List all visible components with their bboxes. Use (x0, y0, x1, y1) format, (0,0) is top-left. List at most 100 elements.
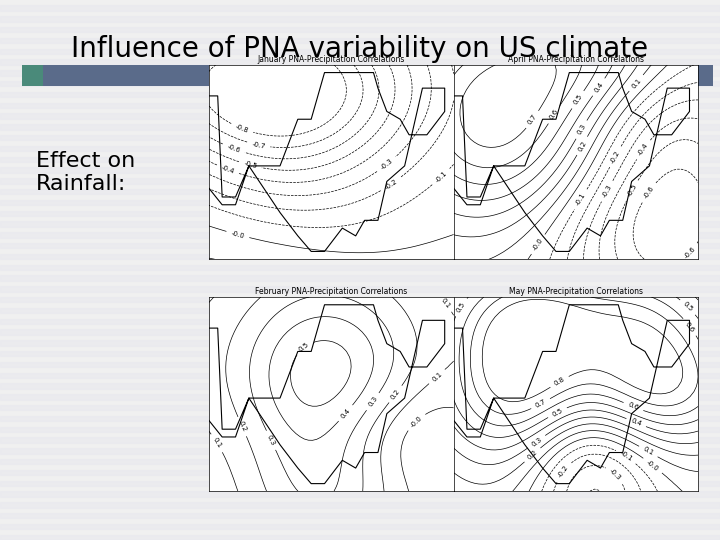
Text: -0.6: -0.6 (642, 185, 655, 200)
Text: 0.2: 0.2 (237, 420, 247, 433)
Text: 0.3: 0.3 (367, 395, 379, 408)
Title: April PNA-Precipitation Correlations: April PNA-Precipitation Correlations (508, 55, 644, 64)
Text: 0.1: 0.1 (212, 437, 222, 449)
Bar (0, 383, 720, 389)
Text: -0.0: -0.0 (409, 415, 423, 429)
Bar (0, 373, 720, 378)
Bar (0, 308, 720, 313)
Text: -0.7: -0.7 (251, 140, 266, 150)
Text: -0.3: -0.3 (379, 158, 394, 171)
Bar (0, 265, 720, 270)
Bar (0, 459, 720, 464)
Bar (0, 362, 720, 367)
Text: Influence of PNA variability on US climate: Influence of PNA variability on US clima… (71, 35, 649, 63)
Bar (0, 481, 720, 486)
Bar (0, 49, 720, 54)
FancyBboxPatch shape (43, 65, 713, 86)
Bar (0, 329, 720, 335)
Text: Effect on
Rainfall:: Effect on Rainfall: (36, 151, 135, 194)
Text: 0.2: 0.2 (526, 449, 539, 461)
Bar (0, 405, 720, 410)
Bar (0, 211, 720, 216)
Text: 0.3: 0.3 (266, 434, 276, 447)
Bar (0, 27, 720, 32)
Bar (0, 59, 720, 65)
Bar (0, 448, 720, 454)
Text: -0.0: -0.0 (532, 237, 544, 252)
Bar (0, 103, 720, 108)
Text: 0.3: 0.3 (576, 123, 587, 136)
Bar (0, 275, 720, 281)
Text: 0.5: 0.5 (572, 93, 583, 106)
Text: 0.6: 0.6 (627, 402, 639, 411)
Text: 0.5: 0.5 (298, 342, 310, 353)
Text: 0.1: 0.1 (431, 370, 444, 383)
Text: -0.0: -0.0 (230, 230, 246, 239)
Text: -0.0: -0.0 (646, 459, 660, 472)
Text: 0.3: 0.3 (530, 436, 543, 447)
Text: -0.3: -0.3 (608, 468, 622, 482)
Bar (0, 38, 720, 43)
Text: 0.4: 0.4 (593, 81, 605, 93)
Bar (0, 351, 720, 356)
Bar (0, 113, 720, 119)
Text: 0.2: 0.2 (577, 139, 588, 152)
Text: -0.5: -0.5 (243, 160, 258, 170)
Text: 0.7: 0.7 (527, 113, 539, 126)
Bar (0, 5, 720, 11)
Bar (0, 232, 720, 238)
Text: -0.3: -0.3 (601, 184, 613, 199)
Bar (0, 513, 720, 518)
Bar (0, 427, 720, 432)
Text: 0.1: 0.1 (642, 446, 654, 457)
Text: -0.5: -0.5 (626, 183, 638, 198)
Title: May PNA-Precipitation Correlations: May PNA-Precipitation Correlations (509, 287, 643, 296)
Text: -0.2: -0.2 (557, 464, 570, 479)
Bar (0, 524, 720, 529)
Bar (0, 200, 720, 205)
Text: 0.4: 0.4 (630, 418, 642, 428)
Text: 0.5: 0.5 (455, 301, 467, 313)
Bar (0, 157, 720, 162)
Bar (0, 340, 720, 346)
Text: 0.7: 0.7 (534, 399, 547, 409)
Bar (0, 16, 720, 22)
Text: -0.1: -0.1 (619, 450, 634, 463)
Text: 0.1: 0.1 (630, 77, 642, 89)
Text: 0.6: 0.6 (549, 109, 559, 121)
Bar (0, 178, 720, 184)
Bar (0, 189, 720, 194)
Text: 0.5: 0.5 (682, 301, 694, 313)
Bar (0, 416, 720, 421)
Text: 0.2: 0.2 (390, 388, 401, 400)
Text: 0.1: 0.1 (439, 297, 451, 309)
Bar (0, 470, 720, 475)
Title: January PNA-Precipitation Correlations: January PNA-Precipitation Correlations (258, 55, 405, 64)
Bar (0, 535, 720, 540)
Text: -0.1: -0.1 (434, 170, 449, 184)
Text: -0.6: -0.6 (226, 143, 241, 154)
Text: 0.4: 0.4 (340, 407, 351, 420)
Bar (0, 243, 720, 248)
Text: -0.4: -0.4 (636, 142, 649, 157)
Text: -0.1: -0.1 (575, 192, 587, 207)
Bar (0, 81, 720, 86)
Bar (0, 491, 720, 497)
Bar (0, 221, 720, 227)
Bar (0, 70, 720, 76)
Text: -0.2: -0.2 (383, 178, 398, 191)
Text: 0.5: 0.5 (551, 407, 564, 417)
Bar (0, 394, 720, 400)
Bar (0, 124, 720, 130)
Bar (0, 319, 720, 324)
Bar (0, 502, 720, 508)
Bar (0, 286, 720, 292)
Title: February PNA-Precipitation Correlations: February PNA-Precipitation Correlations (255, 287, 408, 296)
Bar (0, 135, 720, 140)
Text: -0.2: -0.2 (610, 149, 621, 164)
Bar (0, 92, 720, 97)
Text: -0.8: -0.8 (235, 123, 250, 134)
Text: 0.8: 0.8 (553, 376, 566, 387)
Text: -0.6: -0.6 (683, 246, 697, 260)
Text: 0.6: 0.6 (684, 321, 696, 333)
